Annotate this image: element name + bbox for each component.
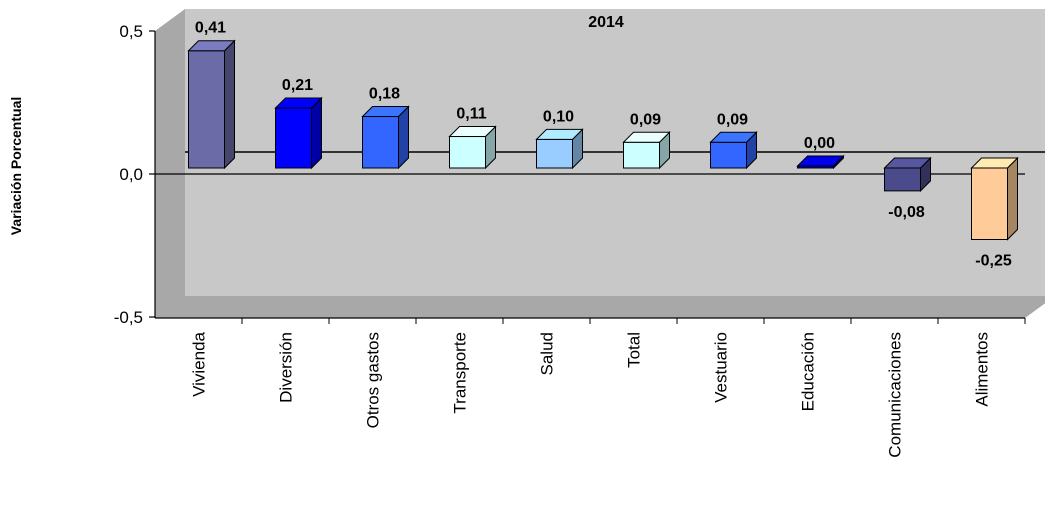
bar: [622, 131, 671, 170]
bar-top: [970, 157, 1019, 169]
y-tick-label: 0,5: [119, 22, 143, 41]
bar-side: [1007, 156, 1018, 241]
bar-front: [971, 167, 1008, 240]
bar-top: [274, 97, 323, 109]
chart-title: 2014: [588, 14, 624, 31]
bar-top: [361, 106, 410, 118]
y-axis-ticks: -0,5 0,0 0,5: [114, 22, 155, 327]
bar-front: [623, 141, 660, 169]
bar: [796, 154, 845, 170]
data-label: 0,21: [282, 77, 313, 94]
bar: [970, 156, 1019, 241]
data-label: -0,25: [975, 253, 1012, 270]
bars-group: 0,41 0,21 0,18 0,11 0,10 0,09 0,09 0,00 -0,08 -0,…: [187, 20, 1019, 270]
data-label: 0,09: [717, 111, 748, 128]
bar-top: [883, 157, 932, 169]
bar: [448, 125, 497, 170]
category-label: Diversión: [277, 332, 296, 403]
bar-top: [709, 131, 758, 143]
bar: [883, 156, 932, 193]
bar: [535, 128, 584, 170]
bar-side: [398, 105, 409, 170]
category-label: Comunicaciones: [886, 332, 905, 458]
data-label: 0,41: [195, 20, 226, 37]
category-label: Vivienda: [190, 331, 209, 396]
data-label: 0,00: [804, 135, 835, 152]
bar: [187, 39, 236, 170]
data-label: 0,10: [543, 108, 574, 125]
y-tick-label: 0,0: [119, 165, 143, 184]
bar-top: [535, 128, 584, 140]
bar-top: [448, 126, 497, 138]
bar-side: [311, 96, 322, 170]
category-labels: Vivienda Diversión Otros gastos Transporte S…: [190, 318, 1026, 458]
data-label: 0,09: [630, 111, 661, 128]
bar: [361, 105, 410, 170]
y-tick-label: -0,5: [114, 308, 143, 327]
bar-front: [275, 107, 312, 169]
bar-front: [188, 50, 225, 169]
bar-front: [710, 141, 747, 169]
bar: [274, 96, 323, 170]
data-label: -0,08: [888, 204, 925, 221]
category-label: Alimentos: [973, 332, 992, 407]
bar: [709, 131, 758, 170]
bar-front: [536, 138, 573, 169]
bar-top: [187, 40, 236, 52]
bar-side: [224, 39, 235, 170]
bar-top: [796, 155, 845, 167]
bar-front: [449, 136, 486, 169]
bar-top: [622, 131, 671, 143]
data-label: 0,18: [369, 86, 400, 103]
category-label: Educación: [799, 332, 818, 411]
bar-front: [362, 116, 399, 169]
data-label: 0,11: [456, 106, 486, 123]
category-label: Otros gastos: [364, 332, 383, 428]
category-label: Total: [625, 332, 644, 368]
category-label: Vestuario: [712, 332, 731, 403]
y-axis-label: Variación Porcentual: [8, 97, 24, 236]
bar-front: [884, 167, 921, 192]
category-label: Salud: [538, 332, 557, 375]
category-label: Transporte: [451, 332, 470, 414]
